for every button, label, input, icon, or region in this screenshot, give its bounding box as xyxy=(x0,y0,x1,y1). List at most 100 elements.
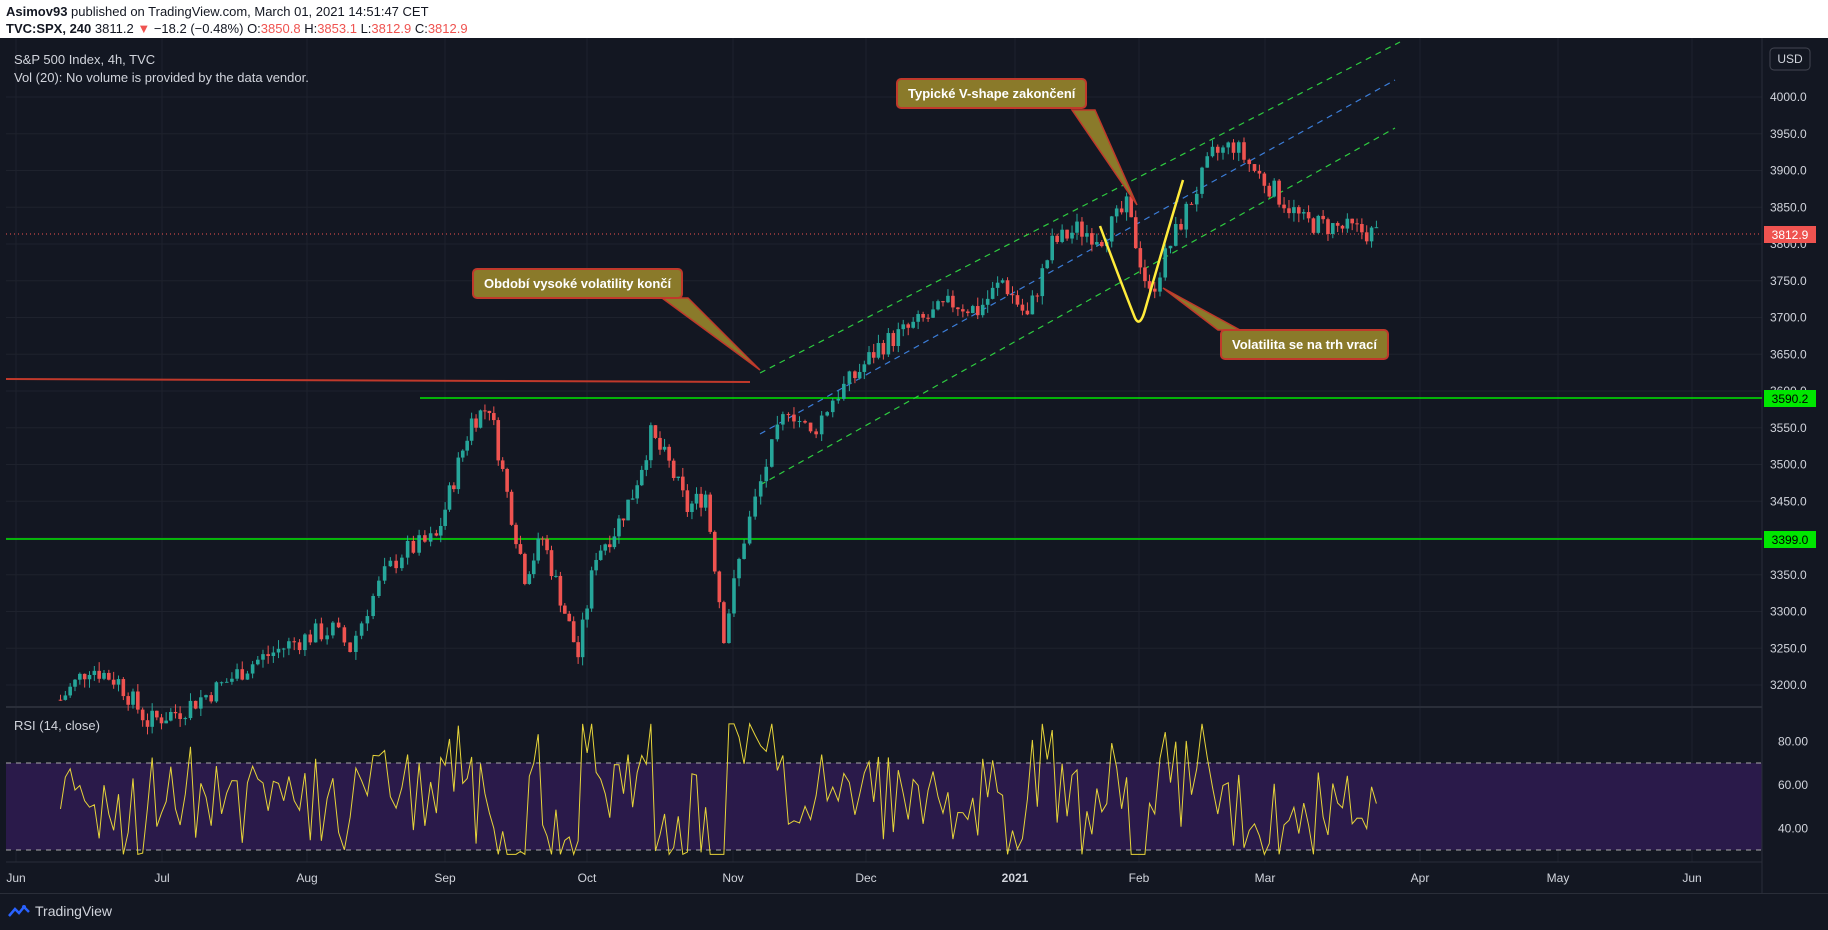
callout-v-shape[interactable]: Typické V-shape zakončení xyxy=(896,78,1088,109)
rsi-axis-label: 40.00 xyxy=(1778,821,1808,835)
candle-body xyxy=(159,717,164,724)
candle-body xyxy=(518,544,523,554)
candle-body xyxy=(266,654,270,656)
candle-body xyxy=(219,682,224,684)
channel-lower[interactable] xyxy=(759,127,1396,486)
candle-body xyxy=(1114,208,1119,217)
candle-body xyxy=(400,557,404,569)
candle-body xyxy=(325,635,329,640)
candle-body xyxy=(598,550,603,560)
price-axis-label: 3700.0 xyxy=(1770,311,1807,325)
chart-canvas[interactable]: Jun Jul Aug Sep Oct Nov Dec 2021 Feb Mar Apr May Jun… xyxy=(0,38,1828,893)
candle-body xyxy=(576,642,580,658)
level-low-tag-text: 3399.0 xyxy=(1772,533,1809,547)
publisher-name[interactable]: Asimov93 xyxy=(6,4,68,19)
candle-body xyxy=(580,619,585,658)
candle-body xyxy=(764,466,769,482)
rsi-line xyxy=(60,722,1377,857)
candlestick-series[interactable] xyxy=(58,137,1379,735)
time-axis-label: Mar xyxy=(1255,871,1276,885)
candle-body xyxy=(492,413,496,421)
candle-body xyxy=(483,410,487,412)
candle-body xyxy=(500,460,505,469)
rsi-series[interactable] xyxy=(60,722,1377,857)
candle-body xyxy=(990,287,995,299)
candle-body xyxy=(956,307,960,310)
candle-body xyxy=(204,695,208,698)
candle-body xyxy=(1252,164,1257,171)
candle-body xyxy=(209,695,213,702)
close-value: 3812.9 xyxy=(427,21,468,36)
candle-body xyxy=(896,329,901,347)
candle-body xyxy=(1143,267,1147,282)
price-axis-label: 3850.0 xyxy=(1770,200,1807,214)
candle-body xyxy=(336,622,341,628)
last-price: 3811.2 xyxy=(94,21,134,36)
candle-body xyxy=(1267,185,1272,197)
candle-body xyxy=(319,623,324,640)
candle-body xyxy=(382,566,387,581)
candle-body xyxy=(847,371,852,384)
candle-body xyxy=(814,431,818,435)
tradingview-brand: TradingView xyxy=(35,903,113,919)
candle-body xyxy=(150,710,154,727)
candle-body xyxy=(1350,218,1354,224)
price-axis-label: 3250.0 xyxy=(1770,641,1807,655)
tradingview-logo[interactable]: TradingView xyxy=(8,903,112,919)
currency-button[interactable] xyxy=(1769,47,1811,71)
candle-body xyxy=(926,317,930,319)
candle-body xyxy=(183,718,188,720)
time-axis-label: Jul xyxy=(154,871,169,885)
price-axis-label: 3750.0 xyxy=(1770,274,1807,288)
chart-legend-title[interactable]: S&P 500 Index, 4h, TVC xyxy=(14,52,156,67)
candle-body xyxy=(1316,215,1321,233)
candle-body xyxy=(747,516,752,544)
candle-body xyxy=(1163,248,1168,278)
candle-body xyxy=(936,301,940,310)
volume-legend[interactable]: Vol (20): No volume is provided by the d… xyxy=(14,70,309,85)
candle-body xyxy=(1179,224,1183,230)
candle-body xyxy=(1364,232,1369,242)
candle-body xyxy=(630,498,635,500)
candle-body xyxy=(911,321,915,328)
candle-body xyxy=(970,306,975,314)
candle-body xyxy=(1242,142,1246,160)
candle-body xyxy=(496,420,501,461)
candle-body xyxy=(995,282,1000,288)
candle-body xyxy=(121,679,126,697)
candle-body xyxy=(465,440,469,451)
time-axis-label: Feb xyxy=(1129,871,1150,885)
candle-body xyxy=(1331,223,1335,234)
candle-body xyxy=(169,711,173,721)
candle-body xyxy=(732,578,736,614)
v-shape-drawing[interactable] xyxy=(1098,179,1185,323)
close-label: C: xyxy=(414,21,428,36)
candle-body xyxy=(178,713,182,719)
candle-body xyxy=(527,574,532,584)
price-axis-label: 3550.0 xyxy=(1770,421,1807,435)
candle-body xyxy=(722,602,726,644)
price-change: −18.2 (−0.48%) xyxy=(153,21,244,36)
candle-body xyxy=(111,679,116,685)
candle-body xyxy=(1340,225,1345,229)
candle-body xyxy=(1282,204,1286,209)
candle-body xyxy=(1277,180,1281,205)
channel-middle[interactable] xyxy=(759,79,1396,435)
candle-body xyxy=(245,673,250,680)
candle-body xyxy=(1292,207,1296,214)
candle-body xyxy=(1221,147,1225,153)
time-axis-label: May xyxy=(1547,871,1570,885)
callout-volatility-returns[interactable]: Volatilita se na trh vrací xyxy=(1220,329,1389,360)
level-high-tag xyxy=(1764,390,1816,407)
candle-body xyxy=(240,669,245,680)
candle-body xyxy=(671,460,676,478)
callout-high-volatility-end[interactable]: Období vysoké volatility končí xyxy=(472,268,684,299)
candle-body xyxy=(803,421,807,423)
time-axis-label: Sep xyxy=(434,871,456,885)
resistance-trendline[interactable] xyxy=(5,378,751,383)
price-axis-label: 3350.0 xyxy=(1770,568,1807,582)
candle-body xyxy=(712,531,717,572)
candle-body xyxy=(230,678,234,682)
symbol-ohlc: TVC:SPX, 240 3811.2 ▼ −18.2 (−0.48%) O:3… xyxy=(6,21,468,36)
rsi-legend[interactable]: RSI (14, close) xyxy=(14,718,100,733)
